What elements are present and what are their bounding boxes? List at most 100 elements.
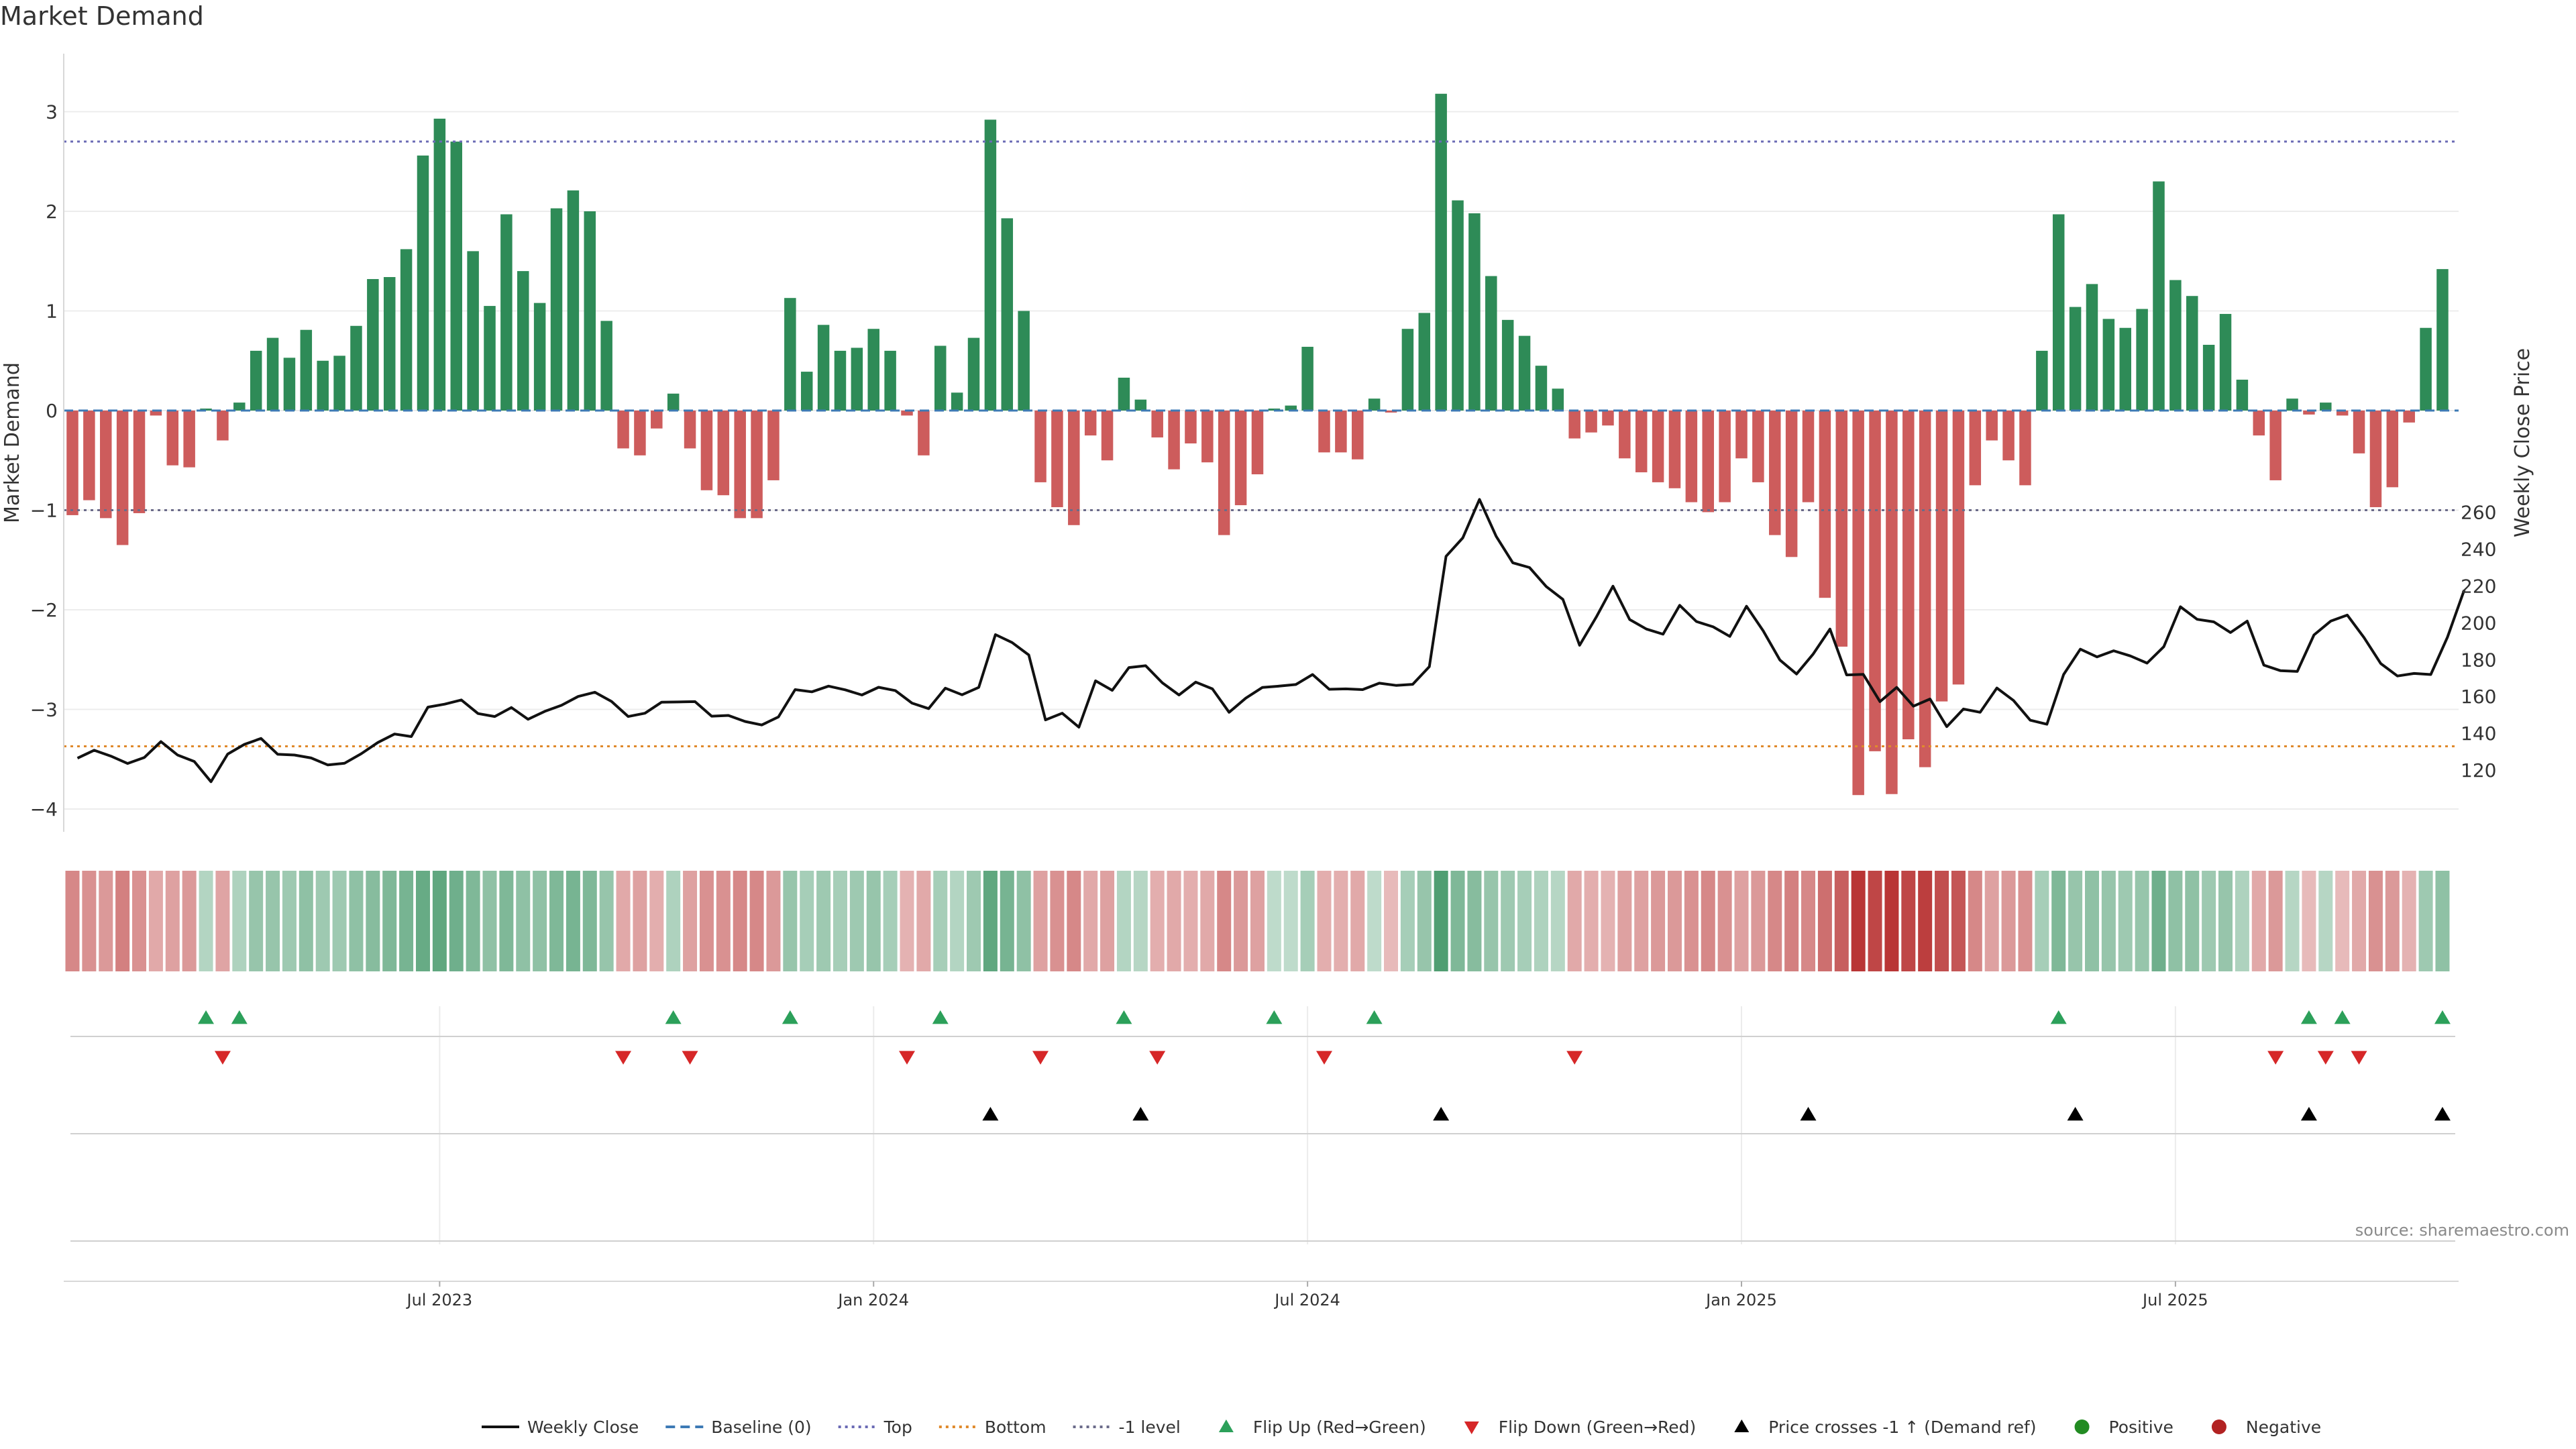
demand-bar: [1335, 411, 1347, 453]
demand-bar: [233, 402, 246, 411]
demand-bar: [1485, 276, 1497, 411]
heat-cell: [432, 871, 447, 971]
heat-cell: [1517, 871, 1532, 971]
demand-bar: [1552, 388, 1564, 411]
flip-down-marker: [2317, 1051, 2334, 1065]
heat-cell: [65, 871, 80, 971]
heat-cell: [2318, 871, 2333, 971]
heat-cell: [816, 871, 831, 971]
legend-label: Flip Up (Red→Green): [1253, 1417, 1426, 1437]
heat-cell: [933, 871, 948, 971]
heat-cell: [849, 871, 864, 971]
heat-cell: [1868, 871, 1882, 971]
demand-bar: [2320, 402, 2332, 411]
demand-bar: [984, 119, 997, 411]
demand-bar: [2303, 411, 2315, 415]
demand-bar: [1051, 411, 1063, 508]
heat-cell: [1634, 871, 1649, 971]
left-tick-label: −4: [30, 798, 58, 820]
price-cross-marker: [2067, 1107, 2084, 1121]
demand-bar: [383, 277, 396, 411]
demand-bar: [1385, 411, 1397, 413]
demand-bar: [1935, 411, 1948, 702]
legend-swatch-dot: [2211, 1419, 2226, 1434]
demand-bar: [1501, 319, 1514, 411]
heat-cell: [132, 871, 147, 971]
demand-bar: [2202, 344, 2215, 411]
demand-bar: [1769, 411, 1781, 535]
heat-cell: [215, 871, 230, 971]
demand-bar: [2052, 214, 2065, 411]
heat-cell: [2302, 871, 2316, 971]
price-cross-marker: [982, 1107, 999, 1121]
flip-up-marker: [932, 1010, 949, 1024]
demand-bar: [951, 392, 963, 411]
demand-bar: [1969, 411, 1982, 486]
flip-up-marker: [2300, 1010, 2317, 1024]
flip-down-marker: [2351, 1051, 2367, 1065]
demand-bar: [651, 411, 663, 429]
flip-down-marker: [1316, 1051, 1332, 1065]
demand-bar: [2236, 379, 2249, 411]
flip-up-marker: [2434, 1010, 2451, 1024]
heat-cell: [683, 871, 698, 971]
flip-down-marker: [899, 1051, 915, 1065]
heat-cell: [2084, 871, 2099, 971]
heat-cell: [2352, 871, 2367, 971]
heat-cell: [1601, 871, 1615, 971]
demand-bar: [2186, 296, 2198, 411]
heat-cell: [766, 871, 781, 971]
heat-cell: [1016, 871, 1031, 971]
left-tick-label: 1: [46, 301, 58, 323]
heat-cell: [1501, 871, 1515, 971]
heat-cell: [1968, 871, 1982, 971]
demand-bar: [1285, 405, 1297, 411]
heat-cell: [282, 871, 297, 971]
heat-cell: [1801, 871, 1816, 971]
demand-bar: [300, 329, 313, 411]
demand-bar: [1952, 411, 1965, 685]
heat-cell: [566, 871, 580, 971]
heat-cell: [900, 871, 914, 971]
legend-label: -1 level: [1119, 1417, 1181, 1437]
demand-bar: [934, 345, 947, 411]
heat-cell: [1901, 871, 1916, 971]
heat-cell: [1400, 871, 1415, 971]
demand-bar: [784, 298, 796, 411]
right-tick-label: 200: [2461, 612, 2496, 634]
heat-cell: [1116, 871, 1131, 971]
demand-bar: [450, 142, 462, 411]
legend-label: Flip Down (Green→Red): [1499, 1417, 1697, 1437]
heat-cell: [1834, 871, 1849, 971]
demand-bar: [684, 411, 696, 449]
heat-cell: [349, 871, 364, 971]
heat-cell: [633, 871, 647, 971]
heat-cell: [833, 871, 847, 971]
flip-down-marker: [1566, 1051, 1583, 1065]
heat-cell: [916, 871, 931, 971]
heat-cell: [2235, 871, 2249, 971]
demand-bar: [1802, 411, 1815, 502]
flip-up-marker: [231, 1010, 248, 1024]
demand-bar: [484, 306, 496, 411]
heat-cell: [299, 871, 313, 971]
x-tick-label: Jan 2025: [1705, 1291, 1777, 1309]
demand-bar: [166, 411, 179, 466]
heat-cell: [1768, 871, 1782, 971]
flip-up-marker: [2334, 1010, 2351, 1024]
demand-bar: [1435, 93, 1447, 411]
heat-cell: [582, 871, 597, 971]
heat-cell: [516, 871, 531, 971]
demand-bar: [150, 411, 162, 416]
heat-cell: [1567, 871, 1582, 971]
heat-cell: [1684, 871, 1699, 971]
heat-cell: [1283, 871, 1298, 971]
demand-bar: [500, 214, 513, 411]
demand-bar: [1352, 411, 1364, 460]
heat-cell: [1050, 871, 1065, 971]
heat-cell: [866, 871, 881, 971]
demand-bar: [1668, 411, 1681, 488]
demand-bar: [834, 350, 847, 411]
heat-cell: [499, 871, 514, 971]
legend-swatch-triangle-down: [1464, 1421, 1479, 1434]
